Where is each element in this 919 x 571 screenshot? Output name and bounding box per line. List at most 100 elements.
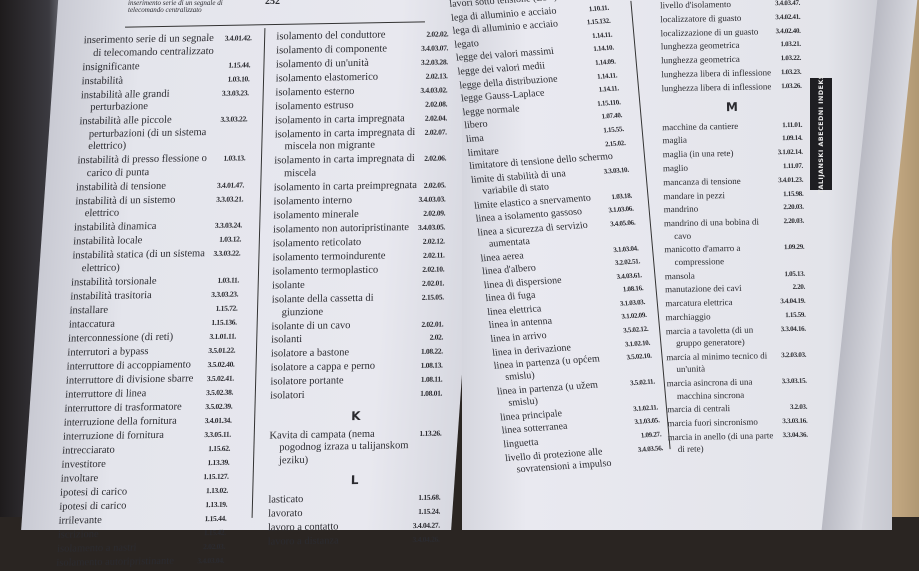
index-code: 2.02.06. — [418, 153, 446, 166]
index-term: livello d'isolamento — [660, 0, 769, 12]
index-entry: isolamento in carta impregnata di miscel… — [274, 153, 446, 181]
index-code: 3.5.02.41. — [201, 372, 235, 385]
index-code: 3.1.01.11. — [203, 330, 236, 343]
index-term: lavoro a contatto — [268, 520, 407, 535]
index-code: 1.15.44. — [222, 59, 251, 72]
page-number: 252 — [265, 0, 280, 7]
index-code: 1.08.16. — [616, 282, 644, 296]
index-code: 1.09.14. — [776, 132, 803, 145]
index-term: macchine da cantiere — [662, 119, 776, 133]
index-code: 1.14.11. — [585, 28, 612, 42]
index-entry: marcia asincrona di una macchina sincron… — [667, 375, 807, 402]
index-code: 1.03.22. — [775, 52, 802, 65]
index-code: 2.20.03. — [777, 215, 804, 228]
index-code: 3.3.03.16. — [776, 415, 807, 428]
index-code: 3.5.02.12. — [617, 323, 649, 337]
index-term: instabilità — [81, 73, 222, 88]
index-term: maglia — [662, 133, 776, 147]
index-term: localizzatore di guasto — [660, 11, 769, 25]
index-term: lasticato — [268, 492, 412, 507]
index-term: marcatura elettrica — [665, 295, 774, 309]
index-code: 1.07.40. — [595, 110, 623, 124]
index-term: instabilità di tensione — [76, 180, 212, 195]
index-code: 3.4.01.34. — [198, 414, 232, 427]
index-code: 1.08.13. — [415, 360, 443, 373]
index-code: 1.10.11. — [582, 1, 609, 15]
index-code: 1.08.11. — [415, 374, 443, 387]
index-term: lavorato — [268, 506, 412, 521]
index-term: mandrino di una bobina di cavo — [664, 215, 778, 242]
index-code: 3.4.04.19. — [774, 295, 805, 308]
index-term: isolamento esterno — [275, 85, 414, 100]
index-term: isolamento in carta preimpregnata — [274, 180, 418, 195]
index-term: isolanti — [271, 332, 424, 347]
index-code: 1.03.26. — [775, 80, 802, 93]
index-term: isolamento elastomerico — [276, 71, 420, 86]
index-code: 2.15.05. — [416, 291, 444, 304]
index-code: 3.3.03.21. — [210, 193, 244, 206]
index-term: marcia di centrali — [667, 402, 784, 416]
index-code: 3.5.02.10. — [620, 350, 652, 364]
index-code: 2.02.03. — [197, 540, 226, 553]
section-letter: L — [269, 473, 441, 489]
index-term: maglia (in una rete) — [663, 147, 772, 161]
index-code: 3.4.03.02. — [414, 84, 447, 97]
index-code: 1.15.127. — [197, 470, 229, 483]
index-code: 1.03.12. — [213, 234, 242, 247]
index-code: 3.5.02.38. — [200, 386, 234, 399]
index-term: involtare — [60, 471, 197, 486]
index-code: 2.02.01. — [415, 318, 443, 331]
index-term: isolamento non autoripristinante — [273, 222, 412, 237]
index-entry: marcia a tavoletta (di un gruppo generat… — [666, 323, 806, 350]
index-term: isolamento interno — [273, 194, 412, 209]
index-code: 3.4.03.56. — [631, 442, 663, 456]
section-letter: K — [270, 409, 442, 425]
section-letter: M — [662, 100, 802, 115]
index-term: interruttore di trasformatore — [64, 401, 200, 416]
index-term: lunghezza libera di inflessione — [661, 80, 775, 94]
index-entry: instabilità di presso flessione o carico… — [76, 153, 245, 181]
index-code: 3.3.03.15. — [776, 375, 807, 388]
index-term: interrutori a bypass — [67, 345, 203, 360]
index-code: 1.11.01. — [776, 118, 802, 131]
index-term: insignificante — [82, 59, 223, 74]
index-code: 2.02.08. — [419, 98, 447, 111]
index-term: interruttore di divisione sbarre — [66, 373, 202, 388]
index-code: 1.03.11. — [211, 274, 239, 287]
index-code: 2.02.02. — [420, 28, 448, 41]
index-code: 3.1.03.03. — [613, 296, 645, 310]
index-code: 3.4.05.06. — [603, 216, 635, 230]
index-term: maglio — [663, 160, 777, 174]
index-term: instabilità statica (di un sistema elett… — [71, 248, 207, 276]
index-term: ipotesi di carico — [60, 485, 201, 500]
